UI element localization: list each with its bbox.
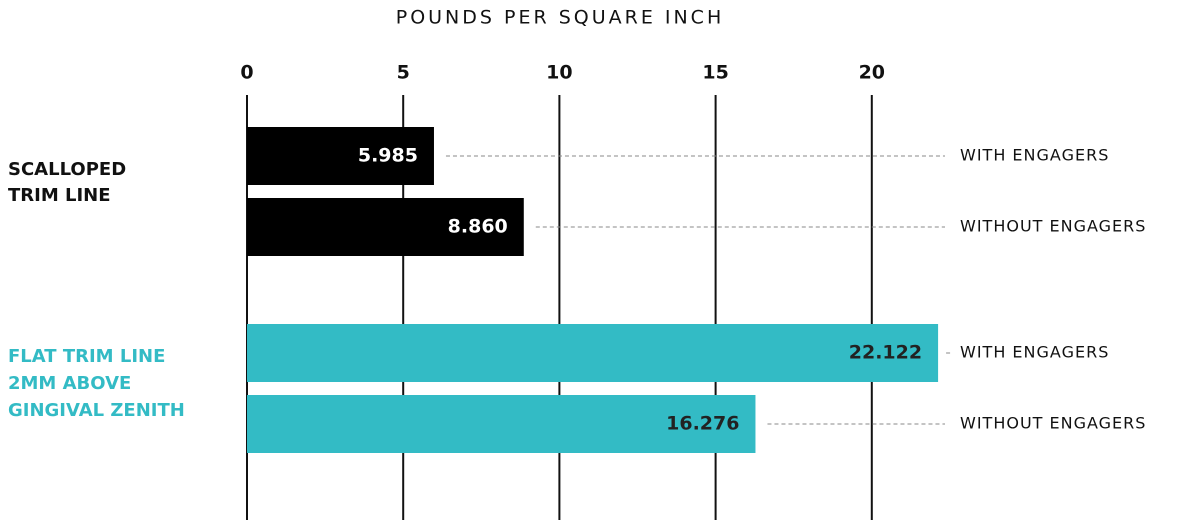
value-label: 16.276 bbox=[666, 413, 739, 435]
x-tick-label: 15 bbox=[702, 62, 728, 84]
bar bbox=[247, 395, 756, 453]
x-tick-label: 5 bbox=[397, 62, 410, 84]
value-label: 5.985 bbox=[358, 145, 418, 167]
x-tick-label: 20 bbox=[859, 62, 885, 84]
category-label: GINGIVAL ZENITH bbox=[8, 400, 185, 421]
series-label: WITHOUT ENGAGERS bbox=[960, 217, 1146, 236]
series-label: WITH ENGAGERS bbox=[960, 146, 1109, 165]
chart-title: POUNDS PER SQUARE INCH bbox=[396, 7, 725, 29]
value-label: 8.860 bbox=[448, 216, 508, 238]
bar bbox=[247, 198, 524, 256]
category-label: SCALLOPED bbox=[8, 159, 126, 180]
category-label: 2MM ABOVE bbox=[8, 373, 131, 394]
bar bbox=[247, 324, 939, 382]
x-tick-label: 10 bbox=[546, 62, 572, 84]
series-label: WITH ENGAGERS bbox=[960, 343, 1109, 362]
category-label: TRIM LINE bbox=[8, 185, 111, 206]
value-label: 22.122 bbox=[849, 342, 922, 364]
category-label: FLAT TRIM LINE bbox=[8, 346, 165, 367]
bar bbox=[247, 127, 434, 185]
series-label: WITHOUT ENGAGERS bbox=[960, 414, 1146, 433]
x-tick-label: 0 bbox=[240, 62, 253, 84]
